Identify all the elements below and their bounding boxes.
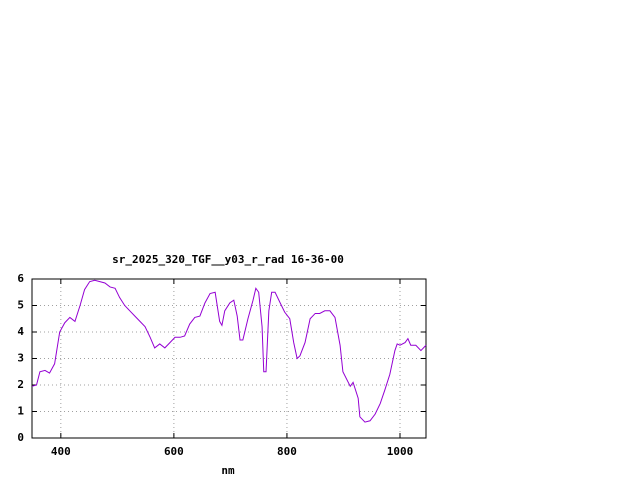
data-line	[31, 279, 427, 423]
x-tick-label: 400	[51, 445, 71, 458]
plot-frame	[31, 278, 427, 439]
y-tick-label: 1	[17, 405, 24, 418]
y-tick-label: 4	[17, 325, 24, 338]
x-tick-label: 800	[277, 445, 297, 458]
x-tick-label: 600	[164, 445, 184, 458]
x-axis-label: nm	[221, 464, 235, 477]
y-tick-label: 5	[17, 299, 24, 312]
chart-title: sr_2025_320_TGF__y03_r_rad 16-36-00	[112, 253, 344, 266]
y-tick-label: 3	[17, 352, 24, 365]
y-tick-label: 2	[17, 378, 24, 391]
x-tick-label: 1000	[387, 445, 414, 458]
y-tick-label: 0	[17, 431, 24, 444]
y-tick-label: 6	[17, 272, 24, 285]
